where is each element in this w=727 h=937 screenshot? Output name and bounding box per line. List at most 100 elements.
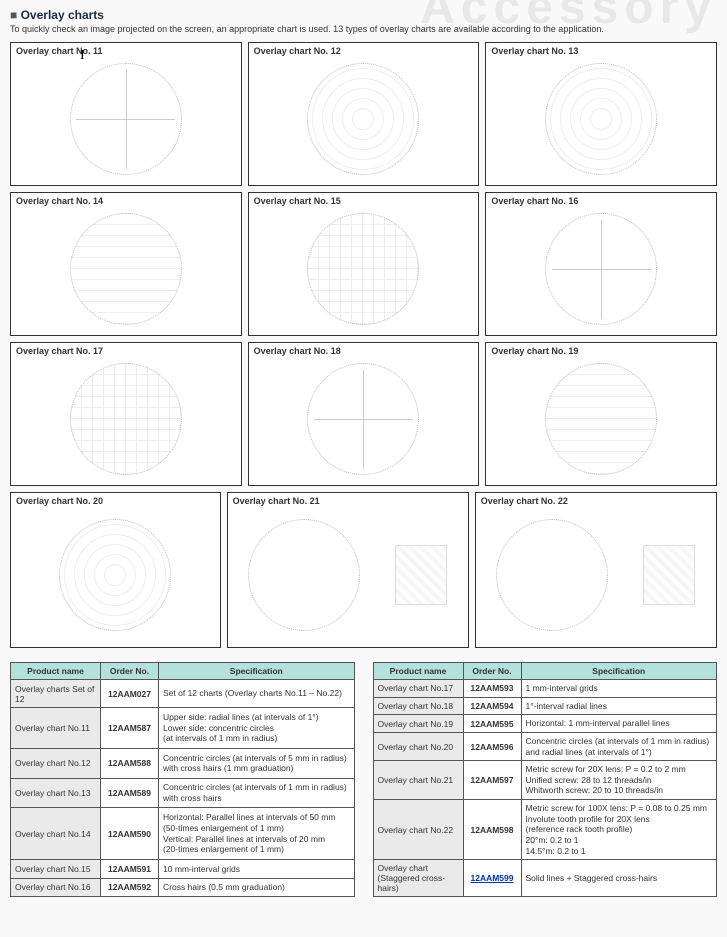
table-row: Overlay chart No.1912AAM595Horizontal: 1…: [373, 715, 717, 733]
overlay-chart-label: Overlay chart No. 12: [254, 46, 474, 56]
overlay-chart-body: [16, 58, 236, 180]
cell-order-no: 12AAM592: [101, 878, 159, 897]
overlay-chart-circle: [248, 519, 360, 631]
cell-order-no: 12AAM590: [101, 808, 159, 860]
overlay-chart-circle: [59, 519, 171, 631]
th-spec: Specification: [521, 663, 717, 680]
cell-order-no: 12AAM597: [463, 761, 521, 800]
overlay-chart-bottom-row: Overlay chart No. 20 Overlay chart No. 21…: [10, 492, 717, 648]
cell-specification: Cross hairs (0.5 mm graduation): [159, 878, 355, 897]
cell-specification: 10 mm-interval grids: [159, 860, 355, 878]
overlay-chart-body: [491, 358, 711, 480]
table-row: Overlay chart No.1412AAM590Horizontal: P…: [11, 808, 355, 860]
cell-order-no: 12AAM587: [101, 708, 159, 749]
cell-specification: Concentric circles (at intervals of 5 mm…: [159, 749, 355, 779]
overlay-chart-circle: [307, 63, 419, 175]
table-row: Overlay chart (Staggered cross-hairs)12A…: [373, 860, 717, 897]
overlay-chart-label: Overlay chart No. 17: [16, 346, 236, 356]
overlay-chart-label: Overlay chart No. 19: [491, 346, 711, 356]
overlay-chart-body: [16, 508, 215, 642]
overlay-chart-circle: [496, 519, 608, 631]
overlay-chart-body: [254, 58, 474, 180]
table-row: Overlay chart No.2112AAM597Metric screw …: [373, 761, 717, 800]
overlay-chart-card: Overlay chart No. 22: [475, 492, 717, 648]
overlay-chart-card: Overlay chart No. 21: [227, 492, 469, 648]
cell-order-no[interactable]: 12AAM599: [463, 860, 521, 897]
overlay-chart-body: [16, 208, 236, 330]
spec-table-right: Product name Order No. Specification Ove…: [373, 662, 718, 897]
table-row: Overlay chart No.1312AAM589Concentric ci…: [11, 778, 355, 808]
cell-product-name: Overlay chart No.18: [373, 697, 463, 715]
th-name: Product name: [11, 663, 101, 680]
cell-order-no: 12AAM589: [101, 778, 159, 808]
table-row: Overlay chart No.1212AAM588Concentric ci…: [11, 749, 355, 779]
overlay-chart-body: [491, 208, 711, 330]
cell-order-no: 12AAM595: [463, 715, 521, 733]
cell-specification: Set of 12 charts (Overlay charts No.11 –…: [159, 680, 355, 708]
cell-product-name: Overlay chart No.20: [373, 732, 463, 760]
cell-specification: 1°-interval radial lines: [521, 697, 717, 715]
text-cursor-icon: I: [80, 48, 85, 64]
th-spec: Specification: [159, 663, 355, 680]
cell-order-no: 12AAM027: [101, 680, 159, 708]
cell-specification: Concentric circles (at intervals of 1 mm…: [521, 732, 717, 760]
overlay-chart-circle: [70, 363, 182, 475]
overlay-chart-label: Overlay chart No. 11: [16, 46, 236, 56]
cell-order-no: 12AAM591: [101, 860, 159, 878]
overlay-chart-body: [233, 508, 463, 642]
cell-specification: Horizontal: 1 mm-interval parallel lines: [521, 715, 717, 733]
cell-product-name: Overlay chart (Staggered cross-hairs): [373, 860, 463, 897]
overlay-chart-circle: [70, 63, 182, 175]
overlay-chart-circle: [307, 363, 419, 475]
overlay-chart-label: Overlay chart No. 18: [254, 346, 474, 356]
cell-product-name: Overlay chart No.17: [373, 680, 463, 698]
spec-tables: Product name Order No. Specification Ove…: [10, 662, 717, 897]
section-title: Overlay charts: [10, 8, 717, 22]
overlay-chart-circle: [545, 63, 657, 175]
overlay-chart-body: [254, 358, 474, 480]
th-name: Product name: [373, 663, 463, 680]
overlay-chart-body: [16, 358, 236, 480]
cell-product-name: Overlay chart No.11: [11, 708, 101, 749]
section-subtitle: To quickly check an image projected on t…: [10, 24, 717, 34]
cell-specification: Solid lines + Staggered cross-hairs: [521, 860, 717, 897]
cell-product-name: Overlay chart No.14: [11, 808, 101, 860]
cell-specification: Horizontal: Parallel lines at intervals …: [159, 808, 355, 860]
overlay-chart-body: [491, 58, 711, 180]
cell-product-name: Overlay chart No.12: [11, 749, 101, 779]
overlay-chart-label: Overlay chart No. 22: [481, 496, 711, 506]
cell-specification: Metric screw for 20X lens: P = 0.2 to 2 …: [521, 761, 717, 800]
cell-product-name: Overlay chart No.13: [11, 778, 101, 808]
cell-specification: Concentric circles (at intervals of 1 mm…: [159, 778, 355, 808]
table-row: Overlay chart No.1112AAM587Upper side: r…: [11, 708, 355, 749]
overlay-chart-label: Overlay chart No. 20: [16, 496, 215, 506]
overlay-chart-card: Overlay chart No. 12: [248, 42, 480, 186]
overlay-chart-card: Overlay chart No. 15: [248, 192, 480, 336]
overlay-chart-label: Overlay chart No. 16: [491, 196, 711, 206]
overlay-chart-circle: [307, 213, 419, 325]
overlay-chart-card: Overlay chart No. 19: [485, 342, 717, 486]
overlay-chart-label: Overlay chart No. 13: [491, 46, 711, 56]
cell-product-name: Overlay chart No.21: [373, 761, 463, 800]
overlay-chart-card: Overlay chart No. 11: [10, 42, 242, 186]
cell-product-name: Overlay chart No.15: [11, 860, 101, 878]
overlay-chart-aux-thumb: [643, 545, 695, 605]
overlay-chart-body: [254, 208, 474, 330]
overlay-chart-card: Overlay chart No. 13: [485, 42, 717, 186]
overlay-chart-circle: [70, 213, 182, 325]
th-order: Order No.: [101, 663, 159, 680]
overlay-chart-card: Overlay chart No. 20: [10, 492, 221, 648]
overlay-chart-aux-thumb: [395, 545, 447, 605]
table-row: Overlay chart No.1512AAM59110 mm-interva…: [11, 860, 355, 878]
spec-table-left: Product name Order No. Specification Ove…: [10, 662, 355, 897]
table-row: Overlay chart No.1712AAM5931 mm-interval…: [373, 680, 717, 698]
cell-product-name: Overlay chart No.19: [373, 715, 463, 733]
overlay-chart-circle: [545, 363, 657, 475]
th-order: Order No.: [463, 663, 521, 680]
cell-order-no: 12AAM588: [101, 749, 159, 779]
table-row: Overlay chart No.2012AAM596Concentric ci…: [373, 732, 717, 760]
overlay-chart-card: Overlay chart No. 17: [10, 342, 242, 486]
overlay-chart-label: Overlay chart No. 15: [254, 196, 474, 206]
cell-specification: Upper side: radial lines (at intervals o…: [159, 708, 355, 749]
table-row: Overlay chart No.1812AAM5941°-interval r…: [373, 697, 717, 715]
